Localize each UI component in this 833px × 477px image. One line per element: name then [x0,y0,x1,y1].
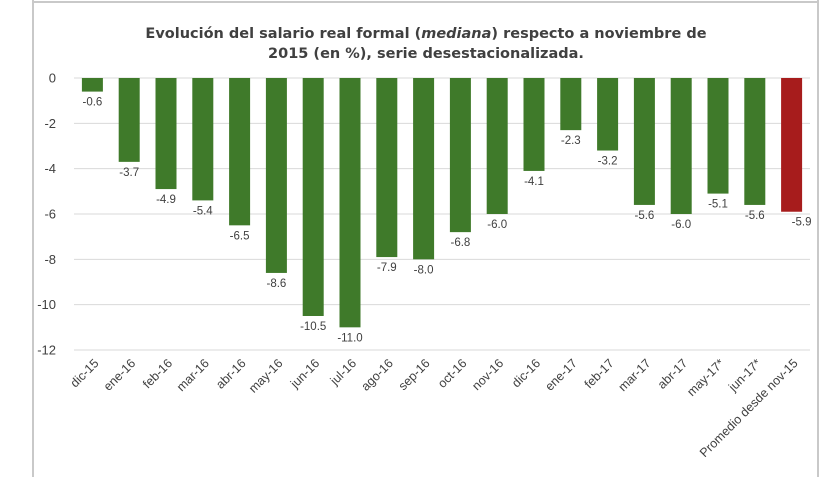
x-tick-label: sep-16 [396,356,433,393]
data-label: -6.0 [671,219,691,231]
x-tick-label: jul-16 [327,356,359,388]
chart-title-italic-part: mediana [421,26,491,42]
bar [155,78,177,190]
bar [670,78,692,214]
x-tick-label: ene-17 [542,356,579,393]
bar-highlight [781,78,803,212]
bar [523,78,545,171]
data-label: -5.6 [634,210,654,222]
x-tick-label: ago-16 [358,356,395,393]
data-label: -6.8 [450,237,470,249]
x-tick-label: mar-16 [174,356,212,394]
chart-title-part-1: Evolución del salario real formal ( [145,26,421,42]
bar [81,78,103,92]
x-tick-label: mar-17 [616,356,654,394]
bar [376,78,398,258]
data-label: -5.4 [193,205,213,217]
data-label: -3.7 [119,167,139,179]
data-label: -7.9 [377,262,397,274]
x-tick-label: abr-17 [655,356,690,391]
y-tick-label: -12 [37,343,56,358]
data-label: -4.9 [156,194,176,206]
x-tick-label: feb-17 [582,356,617,391]
chart-title-part-3: ) respecto a noviembre de [491,26,706,42]
x-tick-label: may-17* [684,356,727,399]
bar [229,78,251,226]
bar [744,78,766,205]
bar [560,78,582,131]
x-tick-label: dic-15 [68,356,102,390]
data-label: -6.0 [487,219,507,231]
bars [81,78,803,328]
gridlines [74,77,810,351]
x-tick-label: oct-16 [435,356,469,390]
y-tick-label: -4 [44,161,56,176]
bar [302,78,324,316]
y-tick-label: -2 [44,116,56,131]
bar [118,78,140,162]
data-label: -4.1 [524,176,544,188]
x-tick-label: feb-16 [140,356,175,391]
x-tick-label: dic-16 [509,356,543,390]
bar [633,78,655,205]
chart-title-line-1: Evolución del salario real formal (media… [145,26,706,42]
y-axis-tick-labels: 0 -2 -4 -6 -8 -10 -12 [37,71,56,358]
y-tick-label: 0 [49,71,56,86]
x-tick-label: abr-16 [213,356,248,391]
data-label: -5.6 [745,210,765,222]
y-tick-label: -10 [37,297,56,312]
x-tick-label: ene-16 [101,356,138,393]
data-label: -8.0 [414,264,434,276]
data-labels: -0.6 -3.7 -4.9 -5.4 -6.5 -8.6 -10.5 -11.0 -7.9 -8… [82,97,811,345]
data-label: -6.5 [230,230,250,242]
bar [265,78,287,273]
chart-title-line-2: 2015 (en %), serie desestacionalizada. [268,46,584,62]
bar [339,78,361,328]
y-tick-label: -8 [44,252,56,267]
y-tick-label: -6 [44,207,56,222]
bar [597,78,619,151]
bar [486,78,508,214]
data-label: -10.5 [300,321,326,333]
x-tick-label: nov-16 [469,356,506,393]
bar [707,78,729,194]
x-tick-label: jun-16 [287,356,322,391]
data-label: -0.6 [82,97,102,109]
data-label: -11.0 [337,332,362,344]
bar [192,78,214,201]
data-label: -5.9 [792,217,812,229]
data-label: -3.2 [598,156,618,168]
bar [449,78,471,233]
x-tick-label: may-16 [246,356,285,395]
bar [413,78,435,260]
data-label: -5.1 [708,199,728,211]
data-label: -2.3 [561,135,581,147]
data-label: -8.6 [266,278,286,290]
